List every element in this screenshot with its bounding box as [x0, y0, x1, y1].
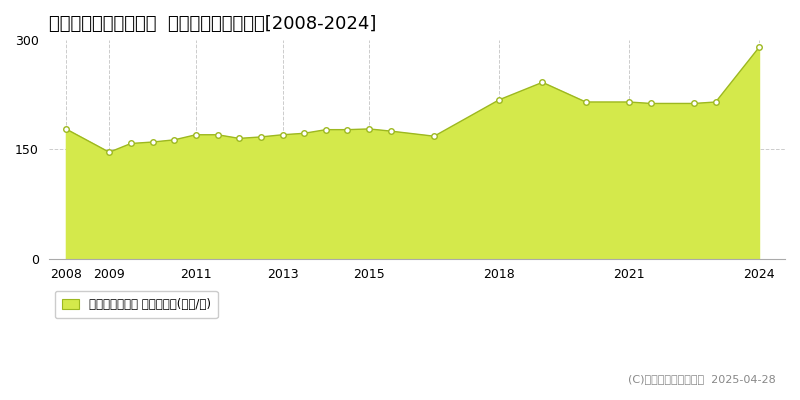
Point — [146, 139, 159, 145]
Point — [688, 100, 701, 107]
Point — [493, 97, 506, 103]
Text: 川崎市中原区木月大町  マンション価格推移[2008-2024]: 川崎市中原区木月大町 マンション価格推移[2008-2024] — [49, 15, 376, 33]
Point — [622, 99, 635, 105]
Point — [168, 137, 181, 143]
Point — [319, 126, 332, 133]
Point — [59, 126, 72, 132]
Point — [211, 132, 224, 138]
Point — [536, 79, 549, 86]
Point — [579, 99, 592, 105]
Point — [298, 130, 310, 136]
Legend: マンション価格 平均坪単価(万円/坪): マンション価格 平均坪単価(万円/坪) — [54, 291, 218, 318]
Point — [753, 44, 766, 50]
Point — [125, 140, 138, 147]
Point — [341, 126, 354, 133]
Point — [644, 100, 657, 107]
Point — [254, 134, 267, 140]
Point — [190, 132, 202, 138]
Point — [710, 99, 722, 105]
Point — [276, 132, 289, 138]
Point — [362, 126, 375, 132]
Point — [233, 135, 246, 142]
Text: (C)土地価格ドットコム  2025-04-28: (C)土地価格ドットコム 2025-04-28 — [628, 374, 776, 384]
Point — [428, 133, 441, 140]
Point — [103, 149, 116, 156]
Point — [385, 128, 398, 134]
